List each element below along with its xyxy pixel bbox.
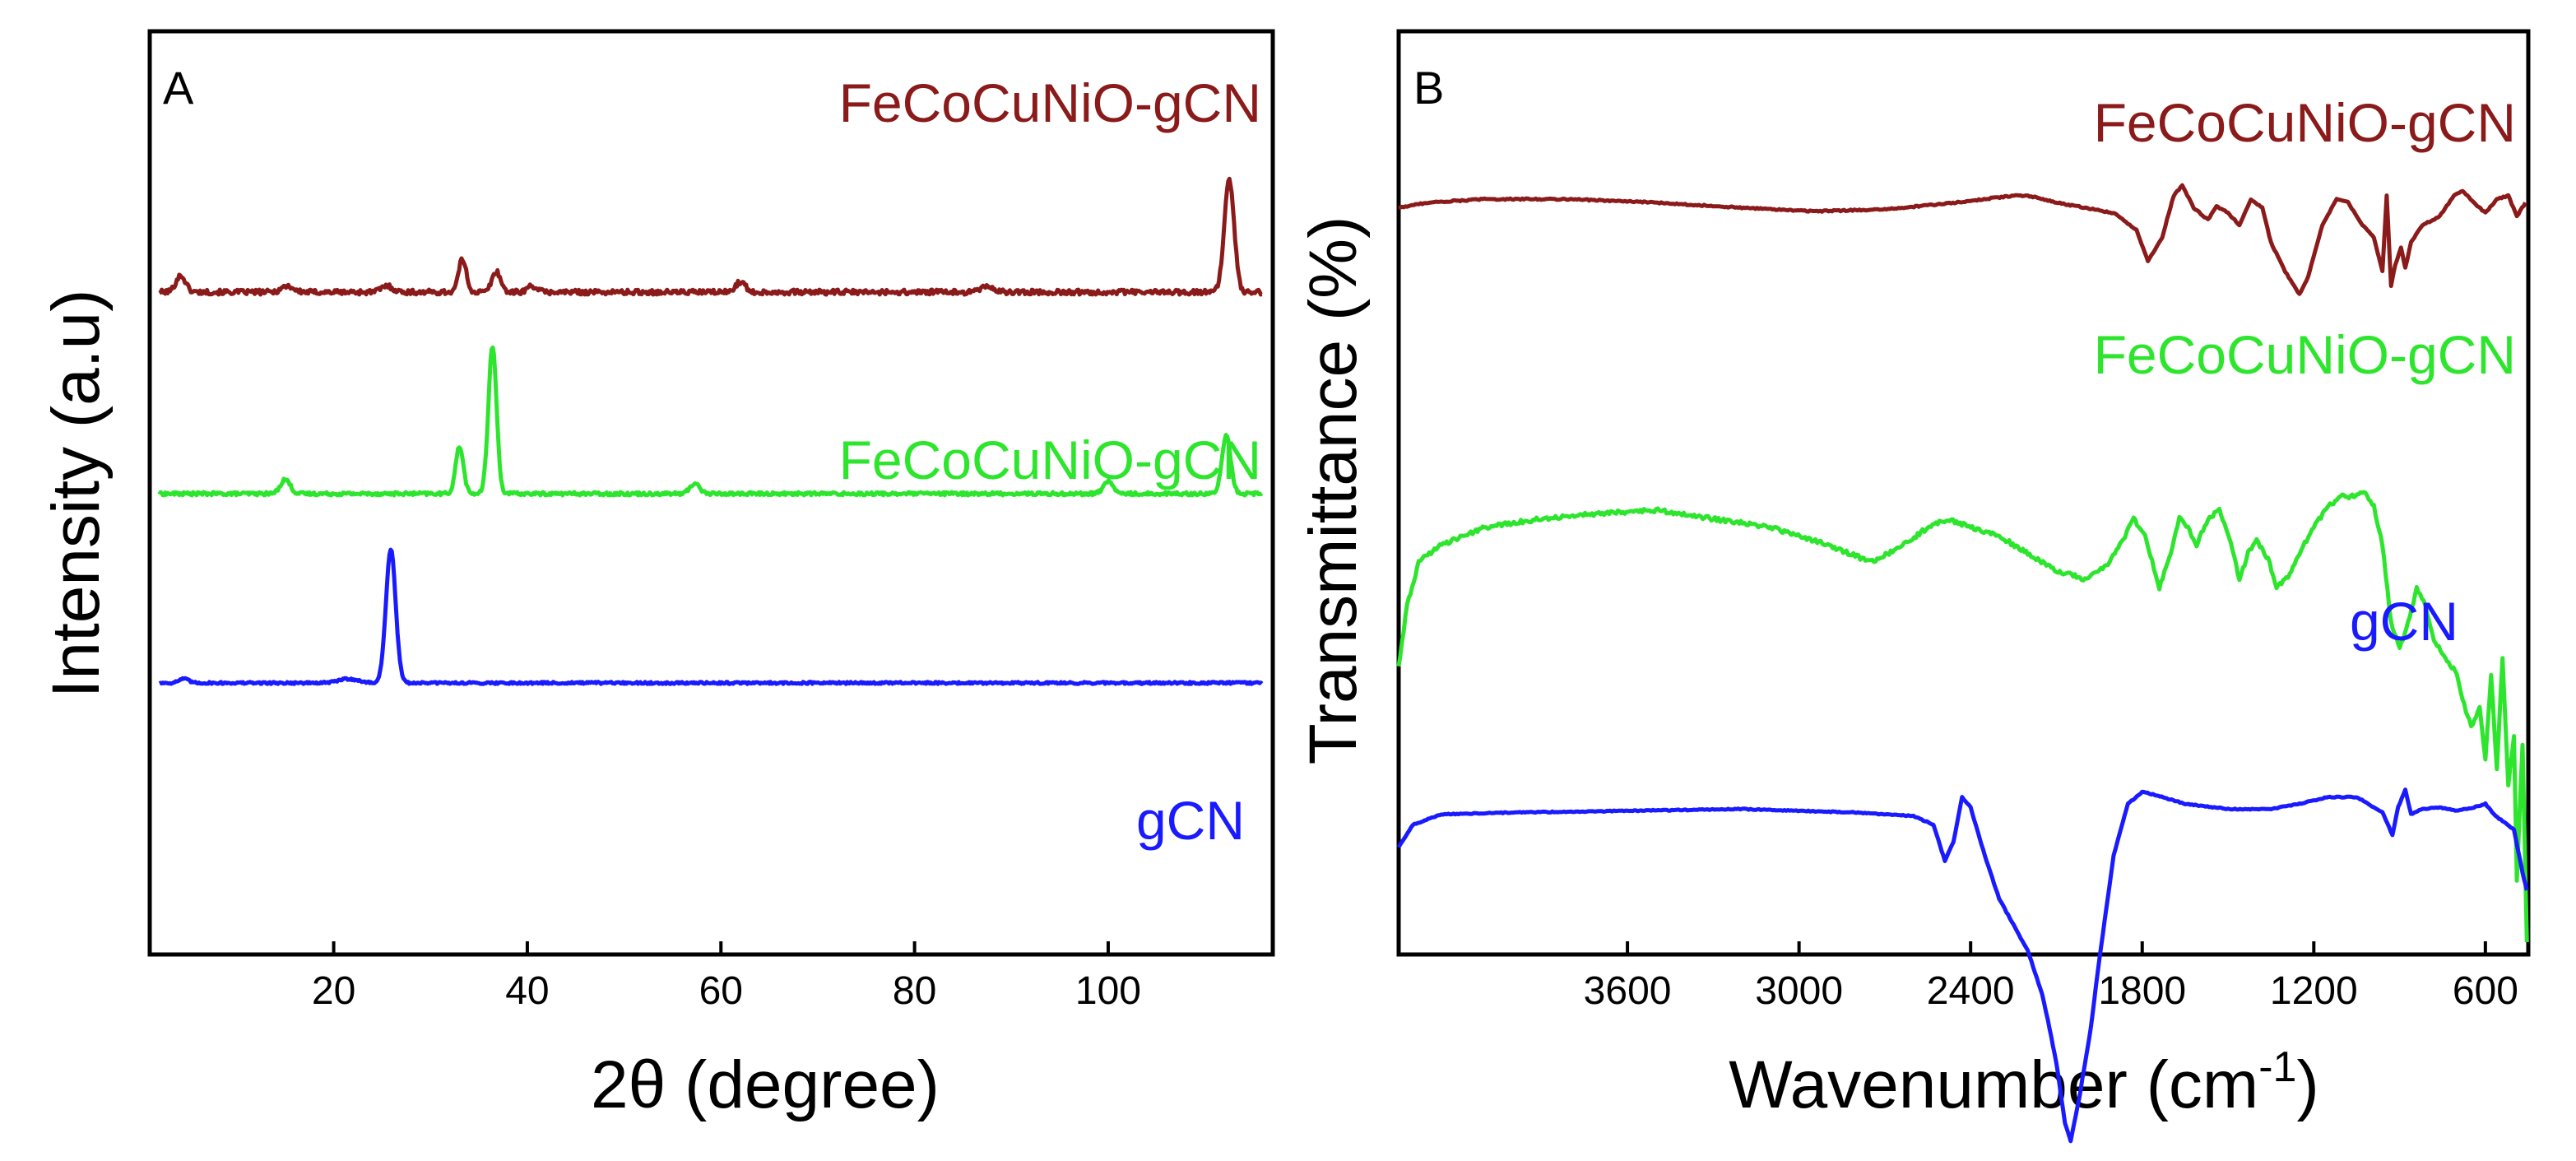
panel-a-x-tick-label: 20 bbox=[312, 969, 355, 1013]
panel-a-x-tick-label: 100 bbox=[1075, 969, 1141, 1013]
panel-b: B Transmittance (%) Wavenumber (cm-1) 36… bbox=[1296, 29, 2531, 1144]
panel-b-x-ticks: 3600 3000 2400 1800 1200 600 bbox=[1584, 941, 2518, 1013]
panel-b-label: B bbox=[1413, 62, 1444, 114]
panel-b-plot-frame bbox=[1396, 29, 2531, 957]
panel-b-x-tick-label: 3000 bbox=[1755, 969, 1843, 1013]
panel-a-series bbox=[157, 176, 1264, 686]
panel-b-x-axis-label: Wavenumber (cm-1) bbox=[1729, 1043, 2319, 1122]
panel-a-y-axis-label: Intensity (a.u) bbox=[39, 290, 114, 699]
panel-a-plot-frame bbox=[147, 29, 1275, 957]
panel-a-x-ticks: 20 40 60 80 100 bbox=[312, 941, 1141, 1013]
panel-b-series-line-3 bbox=[1396, 787, 2529, 1144]
panel-b-x-tick-label: 1200 bbox=[2270, 969, 2358, 1013]
panel-b-series-label-1: FeCoCuNiO-gCN bbox=[2094, 92, 2516, 153]
panel-b-series bbox=[1396, 183, 2529, 1144]
panel-a-series-label-1: FeCoCuNiO-gCN bbox=[839, 72, 1261, 133]
panel-a-series-label-3: gCN bbox=[1136, 790, 1245, 851]
panel-a: A Intensity (a.u) 2θ (degree) 20 40 60 80 10… bbox=[39, 29, 1275, 1122]
panel-b-series-line-1 bbox=[1398, 183, 2527, 296]
panel-b-series-line-2 bbox=[1396, 490, 2529, 943]
panel-a-series-label-2: FeCoCuNiO-gCN bbox=[839, 430, 1261, 490]
panel-a-x-axis-label: 2θ (degree) bbox=[591, 1047, 940, 1122]
panel-a-series-line-3 bbox=[158, 547, 1264, 686]
panel-a-x-tick-label: 40 bbox=[505, 969, 549, 1013]
panel-b-x-tick-label: 2400 bbox=[1927, 969, 2015, 1013]
panel-b-x-axis-label-main: Wavenumber (cm bbox=[1729, 1047, 2258, 1122]
panel-b-x-axis-label-superscript: -1 bbox=[2258, 1043, 2296, 1091]
panel-b-x-tick-label: 3600 bbox=[1584, 969, 1672, 1013]
panel-a-series-line-1 bbox=[158, 176, 1263, 297]
panel-b-series-label-3: gCN bbox=[2350, 591, 2458, 652]
panel-a-series-line-2 bbox=[157, 345, 1264, 498]
panel-b-x-tick-label: 1800 bbox=[2098, 969, 2186, 1013]
panel-b-series-label-2: FeCoCuNiO-gCN bbox=[2094, 324, 2516, 385]
panel-a-x-tick-label: 80 bbox=[893, 969, 936, 1013]
panel-a-x-tick-label: 60 bbox=[699, 969, 743, 1013]
panel-b-x-axis-label-close: ) bbox=[2296, 1047, 2318, 1122]
panel-a-label: A bbox=[163, 62, 194, 114]
panel-b-x-tick-label: 600 bbox=[2453, 969, 2518, 1013]
panel-b-y-axis-label: Transmittance (%) bbox=[1296, 216, 1371, 765]
